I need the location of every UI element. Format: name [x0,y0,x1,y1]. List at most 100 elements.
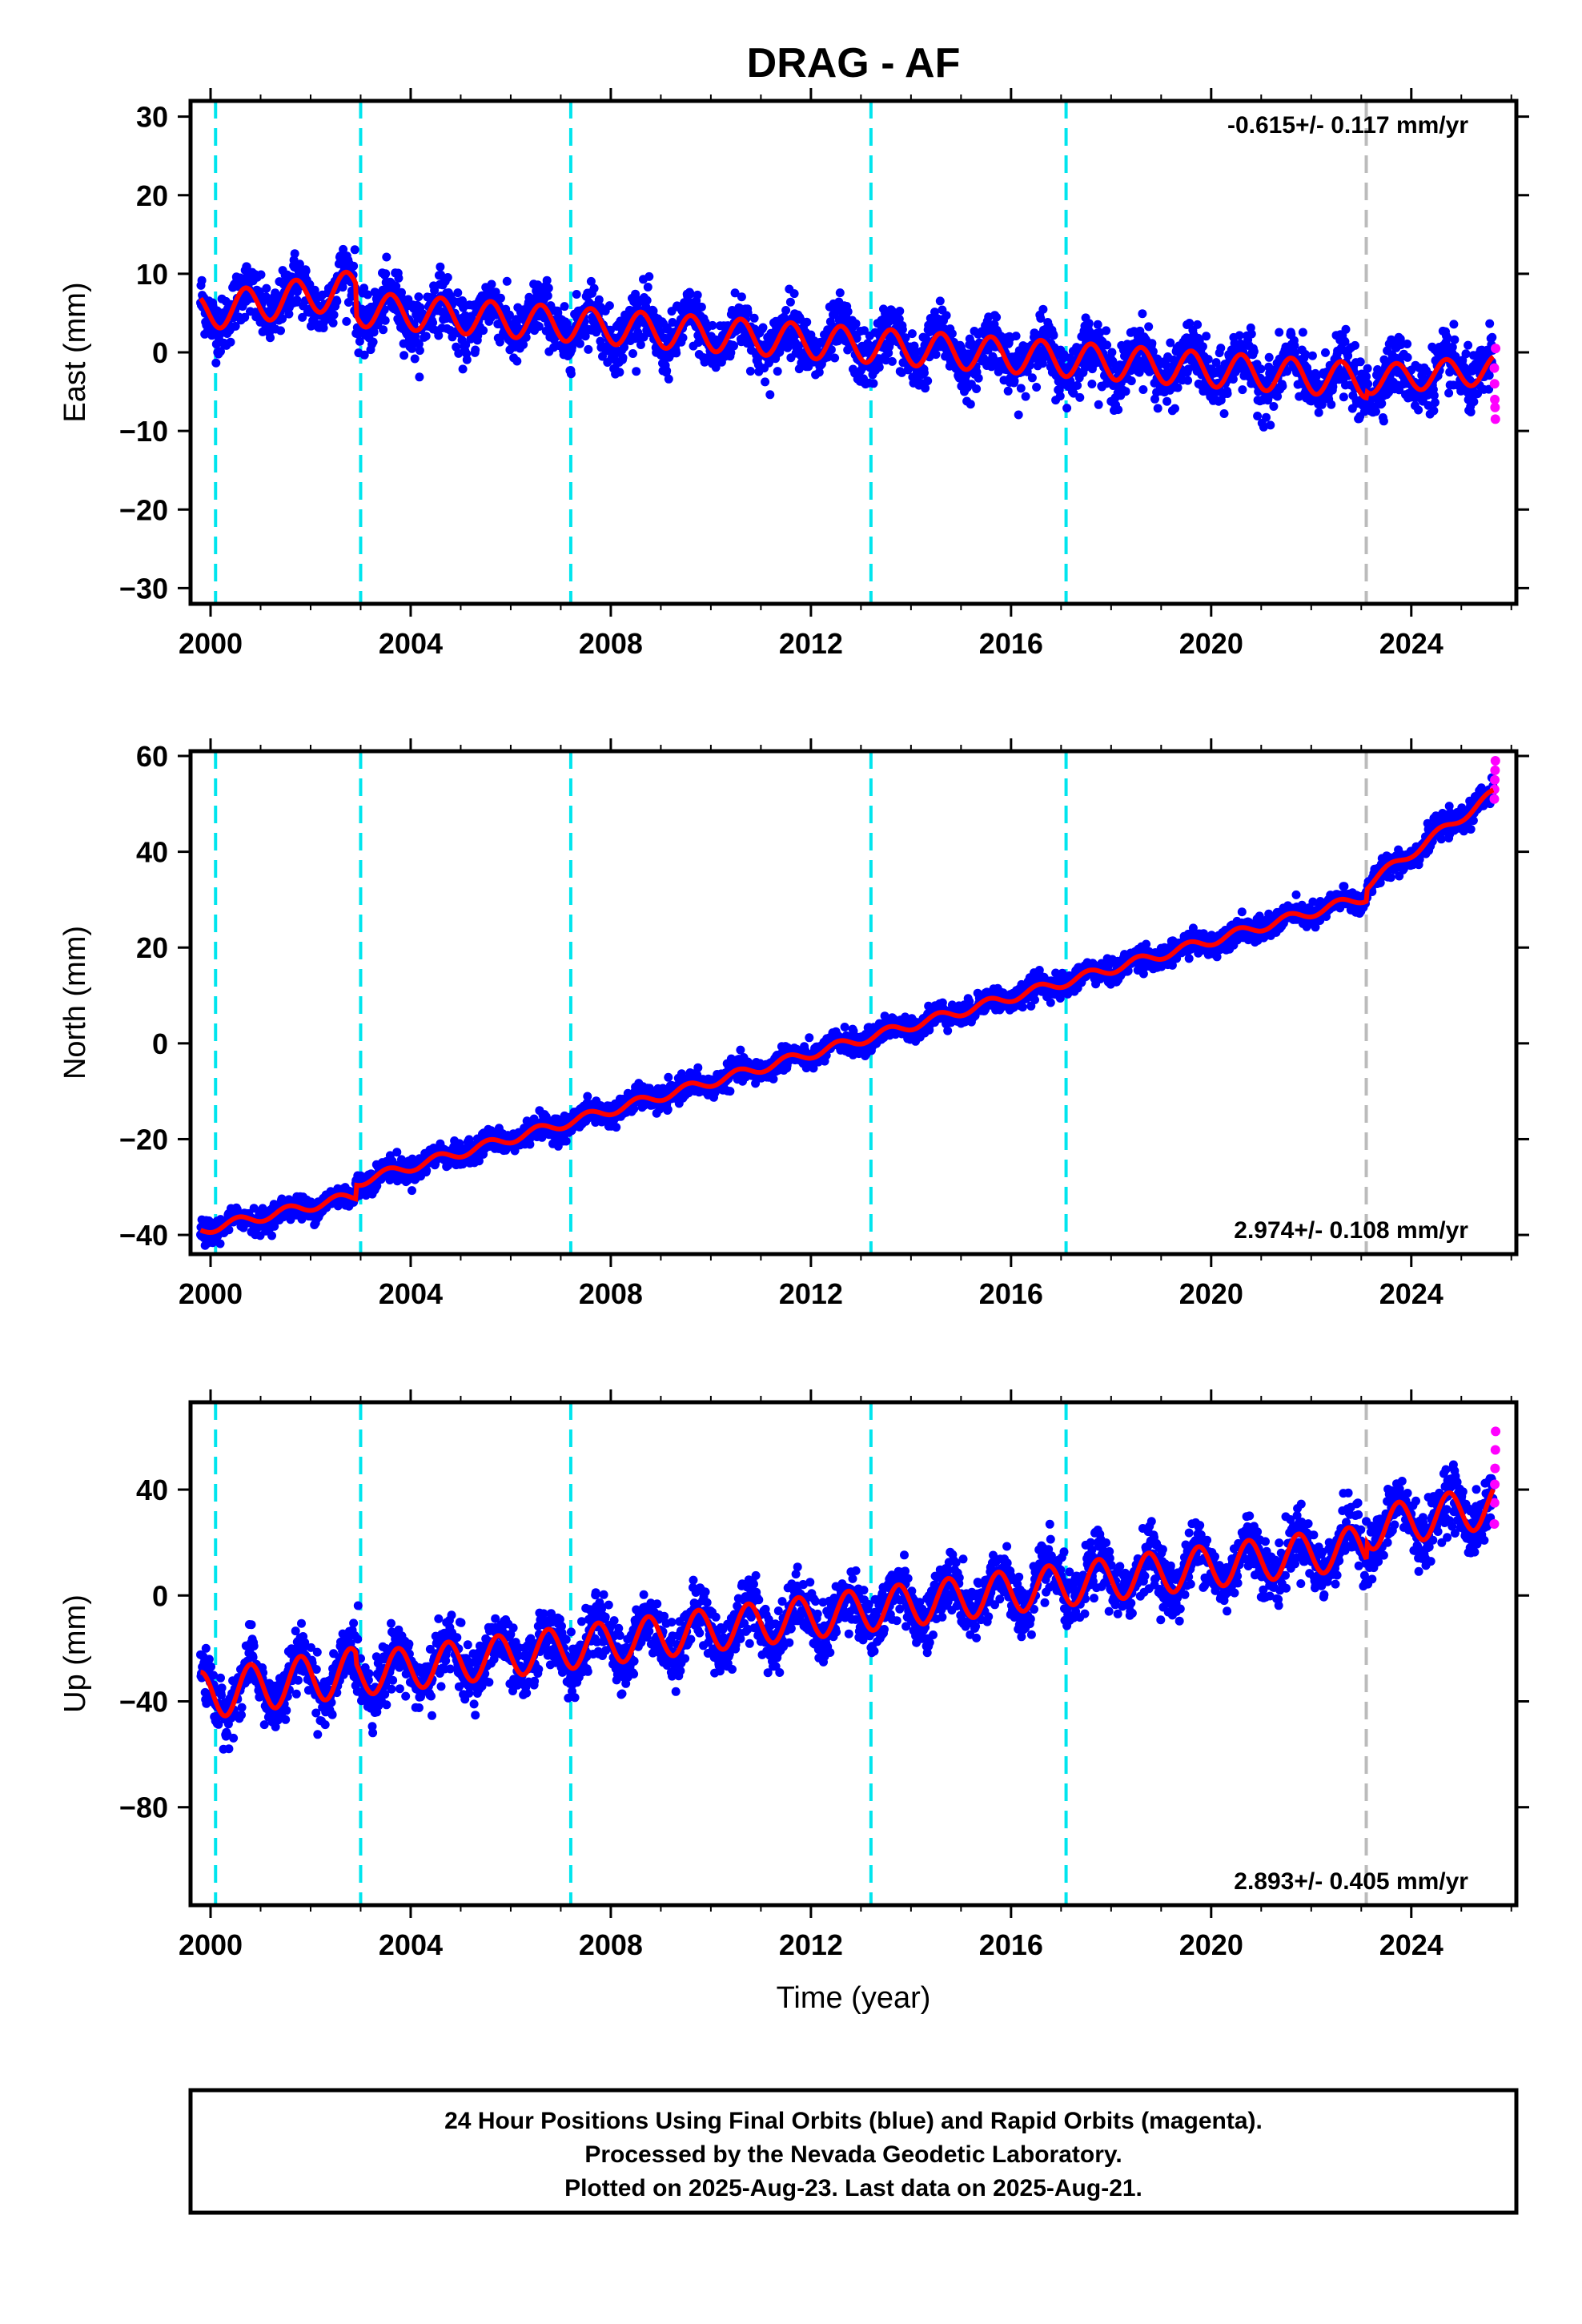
data-point [693,290,702,300]
data-point [575,339,584,348]
data-point [521,332,531,342]
y-tick-label: 0 [152,336,168,369]
data-point [643,283,652,292]
data-point [618,353,628,363]
data-point [421,332,431,341]
x-tick-label: 2020 [1179,627,1243,660]
x-tick-label: 2004 [379,627,443,660]
data-point [445,326,455,335]
plot-area [196,101,1501,604]
data-point [1144,322,1154,332]
data-point [923,376,933,386]
data-point [1021,392,1030,401]
data-point [242,262,251,271]
data-point [1147,339,1157,348]
data-point [369,328,379,337]
data-point [736,1045,745,1055]
data-point [1011,332,1021,341]
data-point [907,329,917,339]
data-point [1027,373,1037,383]
data-point [1138,309,1147,319]
data-point [333,1201,343,1211]
data-point [1266,420,1275,430]
data-point [1450,335,1460,344]
data-point [453,288,463,298]
data-point [1102,340,1112,350]
data-point [301,266,311,275]
data-point [267,1231,276,1240]
data-point [392,1148,402,1157]
data-point [749,313,759,323]
model-fit-line [199,269,1496,401]
data-point [1247,329,1256,339]
data-point [1379,416,1388,426]
data-point [895,307,905,316]
data-point [725,1087,735,1096]
data-point [901,333,910,343]
data-point [785,297,795,307]
data-point [1198,342,1207,352]
data-point [586,276,596,286]
data-point [436,262,445,271]
data-point [443,273,452,282]
data-point [1126,376,1136,386]
data-point [1038,359,1047,368]
y-tick-label: 40 [136,836,168,869]
data-point [415,346,424,356]
data-point [572,290,581,299]
data-point [231,321,240,331]
data-point [380,316,390,325]
data-point [726,348,736,357]
data-point [656,328,665,337]
x-tick-label: 2024 [1379,1277,1443,1310]
data-point [262,283,271,293]
data-point [1259,422,1268,432]
data-point [1055,392,1065,401]
data-point [504,310,514,320]
data-point [1340,337,1350,347]
data-point [887,356,897,366]
data-point [255,287,264,296]
data-point [471,345,480,355]
data-point [332,296,342,306]
data-point [381,269,391,279]
x-tick-label: 2004 [379,1277,443,1310]
data-point [1032,383,1042,392]
data-point [487,279,496,289]
data-point [1235,331,1244,340]
data-point [1327,400,1336,409]
data-point [1484,384,1494,394]
data-point [1162,396,1172,406]
data-point [1362,372,1371,381]
data-point [729,341,738,351]
data-point [368,337,378,347]
data-point [1290,341,1299,351]
data-point [415,372,424,382]
data-point [305,279,315,289]
data-point [851,319,861,328]
data-point [672,348,681,358]
data-point [636,340,645,349]
data-point [583,1092,592,1101]
data-point [1461,349,1471,359]
data-point [869,379,878,388]
data-point [1148,347,1158,356]
data-point [805,1033,814,1043]
data-point [1262,412,1271,422]
data-point [1403,340,1412,348]
data-point [830,353,840,363]
figure-title: DRAG - AF [747,40,961,86]
data-point [224,1225,234,1235]
data-point [642,296,652,305]
data-point [1228,375,1238,384]
data-point [1341,324,1351,334]
data-point [1016,384,1026,393]
data-point [1429,391,1439,400]
data-point [1038,304,1048,314]
data-point [1203,355,1213,364]
data-point [612,1123,621,1132]
data-point [1173,383,1182,392]
data-point [663,1104,673,1114]
data-point [708,320,717,330]
